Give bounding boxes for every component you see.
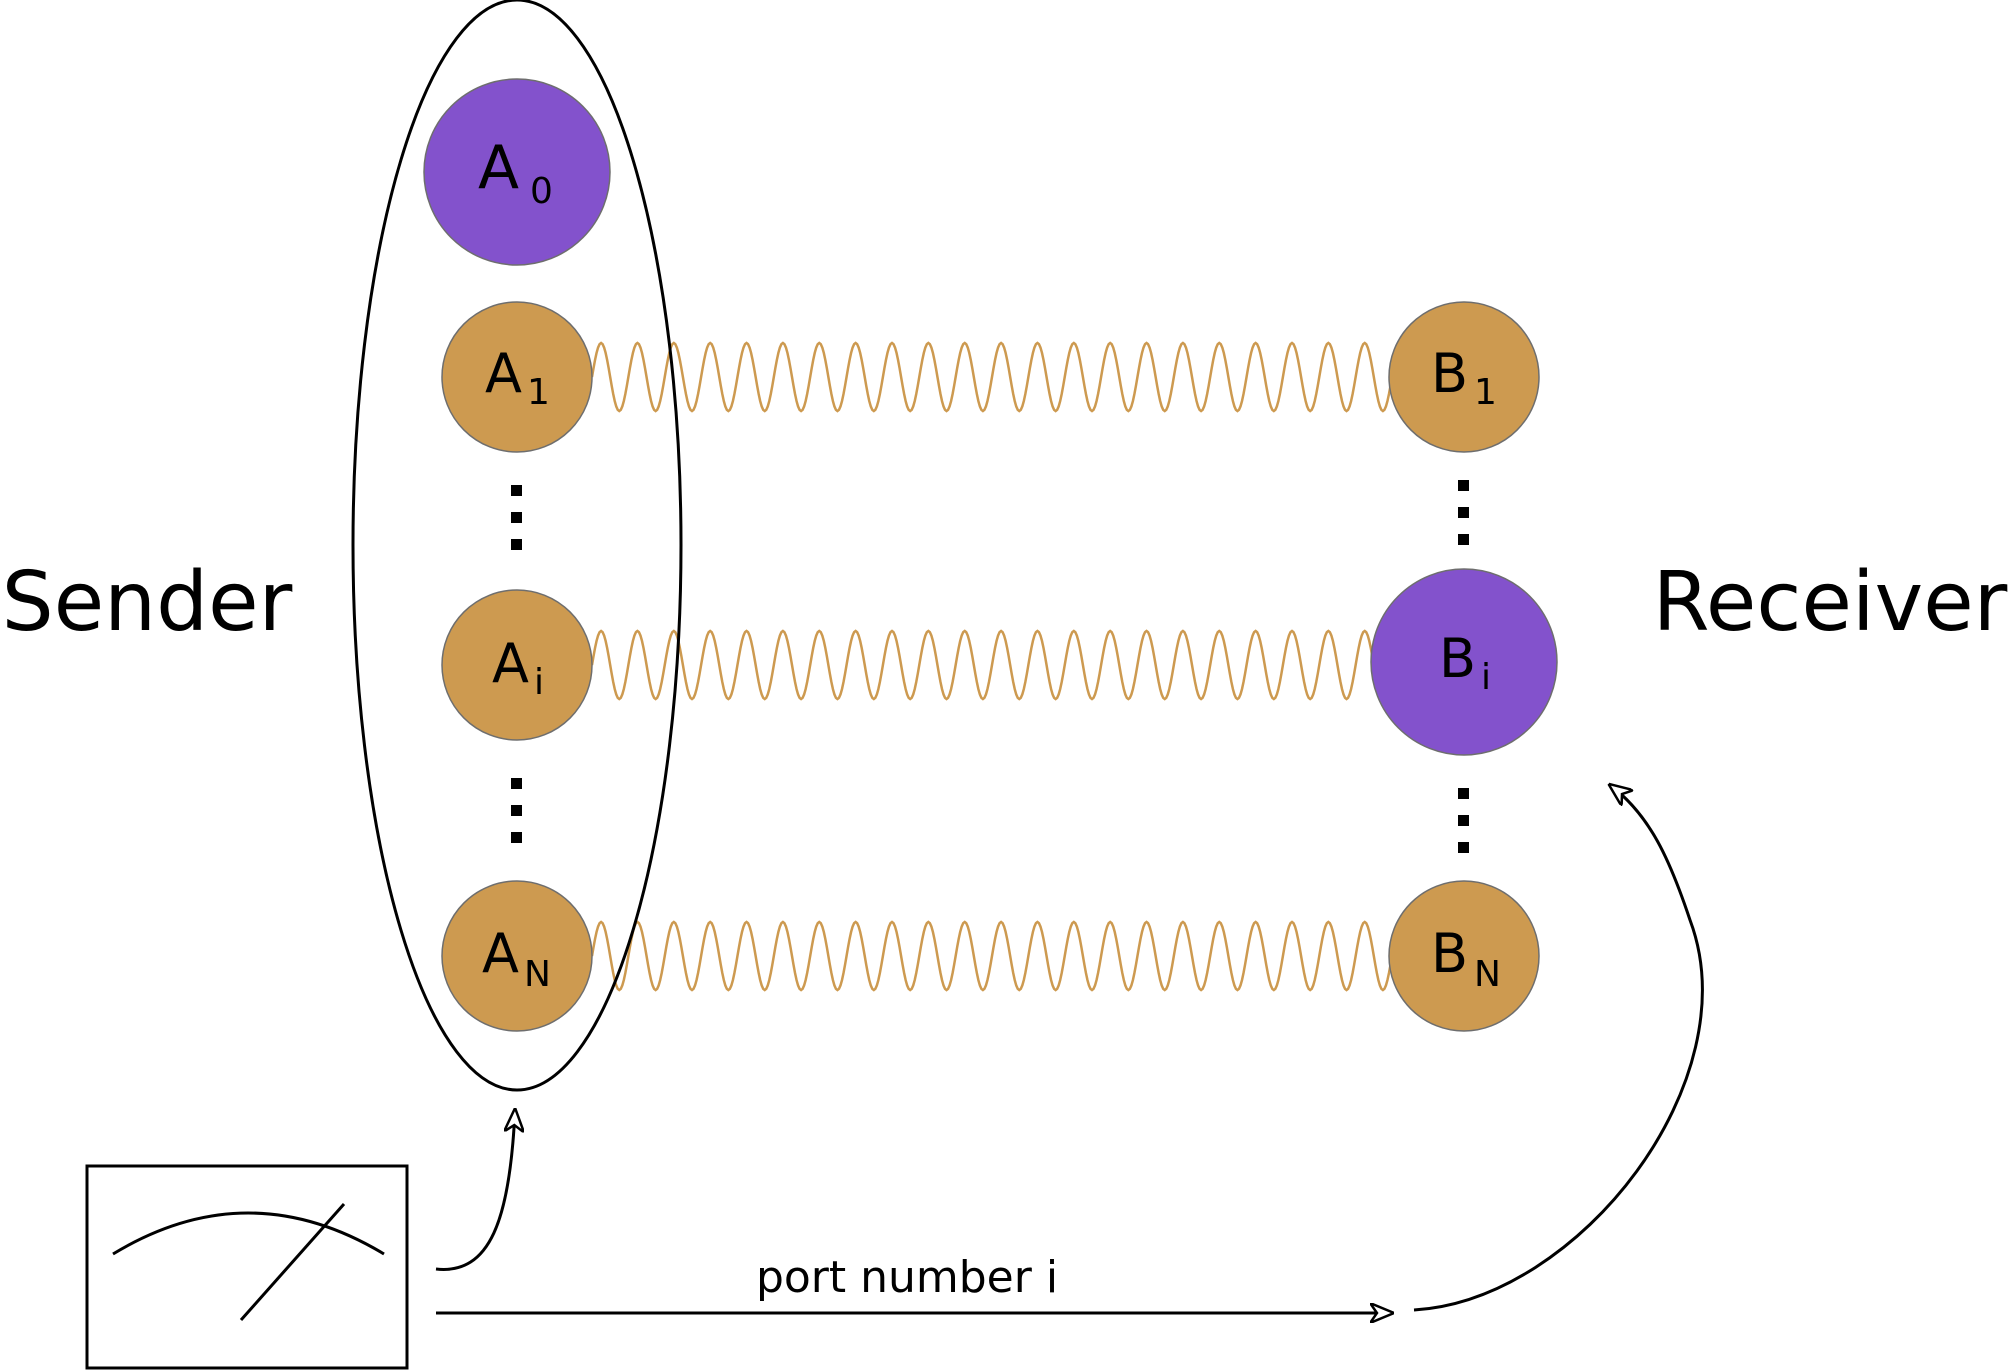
node-a1-label: A: [485, 342, 522, 405]
sender-group-ellipse: [351, 0, 683, 1092]
node-bn-label: B: [1431, 922, 1468, 985]
port-number-label: port number i: [756, 1252, 1058, 1303]
node-bn-subscript: N: [1474, 954, 1501, 995]
node-a0-subscript: 0: [530, 171, 553, 212]
node-ai-subscript: i: [534, 662, 544, 703]
node-b1: B 1: [1388, 301, 1540, 453]
node-b1-circle: [1388, 301, 1540, 453]
node-an-subscript: N: [524, 954, 551, 995]
entanglement-springs: [590, 341, 1394, 992]
node-bn-circle: [1388, 880, 1540, 1032]
node-ai-label: A: [492, 632, 529, 695]
receiver-label: Receiver: [1653, 555, 2008, 650]
node-a1-subscript: 1: [527, 372, 550, 413]
node-ai-circle: [441, 589, 593, 741]
arrow-to-receiver: [1413, 785, 1704, 1312]
node-bn: B N: [1388, 880, 1540, 1032]
meter-dial-arc: [112, 1211, 385, 1256]
node-an-circle: [441, 880, 593, 1032]
sender-label: Sender: [2, 555, 293, 650]
node-a0-label: A: [478, 133, 519, 203]
meter-icon: [85, 1164, 409, 1370]
node-b1-subscript: 1: [1474, 372, 1497, 413]
sender-ellipsis-lower: [511, 778, 522, 843]
node-bi-circle: [1370, 568, 1558, 756]
node-a1: A 1: [441, 301, 593, 453]
sender-ellipsis-upper: [511, 485, 522, 550]
spring-ai-bi: [590, 629, 1394, 701]
spring-a1-b1: [590, 341, 1394, 413]
node-a0-circle: [423, 78, 611, 266]
node-ai: A i: [441, 589, 593, 741]
node-bi: B i: [1370, 568, 1558, 756]
arrow-to-sender: [435, 1110, 515, 1271]
node-bi-subscript: i: [1481, 657, 1491, 698]
node-b1-label: B: [1431, 342, 1468, 405]
receiver-ellipsis-upper: [1458, 480, 1469, 545]
spring-an-bn: [590, 920, 1394, 992]
node-an-label: A: [482, 922, 519, 985]
node-bi-label: B: [1439, 627, 1476, 690]
node-an: A N: [441, 880, 593, 1032]
receiver-ellipsis-lower: [1458, 788, 1469, 853]
meter-needle: [239, 1203, 346, 1321]
node-a1-circle: [441, 301, 593, 453]
meter-box: [85, 1164, 409, 1370]
node-a0: A 0: [423, 78, 611, 266]
